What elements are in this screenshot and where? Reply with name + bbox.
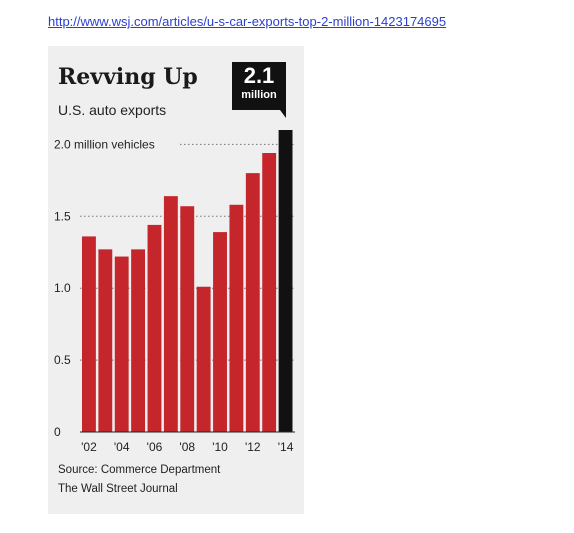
y-tick-label: 0.5 [54, 353, 71, 367]
bar [196, 286, 211, 432]
bar [131, 249, 146, 432]
y-tick-label: 2.0 million vehicles [54, 137, 155, 151]
x-tick-label: '08 [179, 440, 195, 454]
bar [114, 256, 129, 432]
highlight-pointer [280, 110, 286, 118]
bar [147, 224, 162, 432]
x-tick-label: '14 [278, 440, 294, 454]
y-tick-label: 1.0 [54, 281, 71, 295]
bar [180, 206, 195, 432]
chart-subtitle: U.S. auto exports [58, 102, 167, 118]
bar [262, 153, 277, 432]
x-tick-label: '02 [81, 440, 97, 454]
chart-card: Revving Up U.S. auto exports 0 0.5 1.0 1.5 2… [48, 46, 304, 514]
bar [229, 204, 244, 432]
bar [98, 249, 113, 432]
highlight-value: 2.1 [243, 63, 275, 88]
x-tick-label: '06 [147, 440, 163, 454]
x-tick-label: '12 [245, 440, 261, 454]
chart-source: Source: Commerce Department [58, 464, 221, 476]
highlight-badge: 2.1 million [232, 62, 286, 110]
article-link[interactable]: http://www.wsj.com/articles/u-s-car-expo… [48, 14, 447, 29]
x-tick-label: '04 [114, 440, 130, 454]
y-tick-label: 1.5 [54, 209, 71, 223]
chart-title: Revving Up [58, 64, 198, 90]
y-tick-label: 0 [54, 425, 61, 439]
bar [163, 196, 178, 432]
bar-highlight [278, 130, 293, 432]
bar [213, 232, 227, 432]
highlight-unit: million [241, 89, 277, 101]
chart-publisher: The Wall Street Journal [58, 483, 178, 495]
bar [245, 173, 260, 432]
x-tick-label: '10 [212, 440, 228, 454]
bar-chart: 0 0.5 1.0 1.5 2.0 million vehicles '02 '04 '06 '… [54, 130, 295, 454]
bar [82, 236, 96, 432]
